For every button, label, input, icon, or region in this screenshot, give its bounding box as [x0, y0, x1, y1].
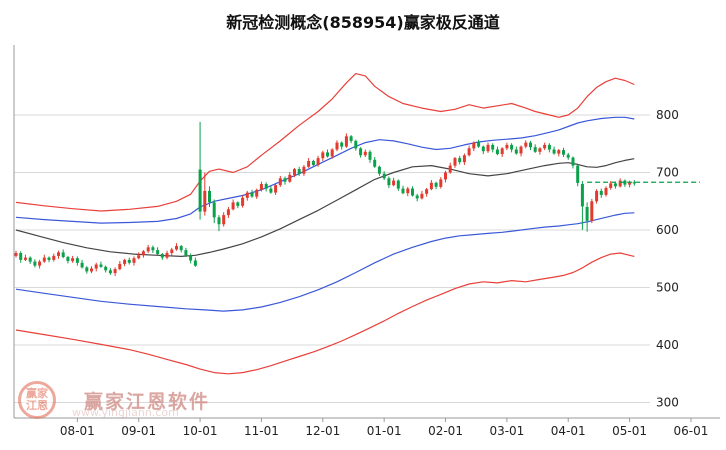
svg-text:700: 700 — [656, 166, 679, 180]
svg-text:01-01: 01-01 — [367, 424, 402, 438]
svg-text:800: 800 — [656, 108, 679, 122]
svg-text:02-01: 02-01 — [428, 424, 463, 438]
chart-title: 新冠检测概念(858954)赢家极反通道 — [226, 13, 500, 32]
y-axis-labels: 800 700 600 500 400 300 — [656, 108, 679, 410]
svg-text:09-01: 09-01 — [121, 424, 156, 438]
band-middle-black — [15, 158, 635, 257]
svg-text:600: 600 — [656, 223, 679, 237]
x-axis-labels: 08-01 09-01 10-01 11-01 12-01 01-01 02-01 03-01… — [60, 418, 708, 438]
axes — [13, 45, 720, 419]
band-lower-red — [15, 252, 635, 375]
svg-text:05-01: 05-01 — [612, 424, 647, 438]
svg-text:11-01: 11-01 — [244, 424, 279, 438]
svg-text:10-01: 10-01 — [183, 424, 218, 438]
svg-text:04-01: 04-01 — [551, 424, 586, 438]
band-upper-red — [15, 72, 635, 212]
svg-text:08-01: 08-01 — [60, 424, 95, 438]
candles — [14, 121, 636, 276]
band-upper-blue — [15, 116, 635, 224]
svg-text:06-01: 06-01 — [674, 424, 709, 438]
svg-text:500: 500 — [656, 281, 679, 295]
svg-text:400: 400 — [656, 338, 679, 352]
svg-text:12-01: 12-01 — [305, 424, 340, 438]
svg-text:300: 300 — [656, 396, 679, 410]
band-lower-blue — [15, 212, 635, 312]
svg-text:03-01: 03-01 — [489, 424, 524, 438]
